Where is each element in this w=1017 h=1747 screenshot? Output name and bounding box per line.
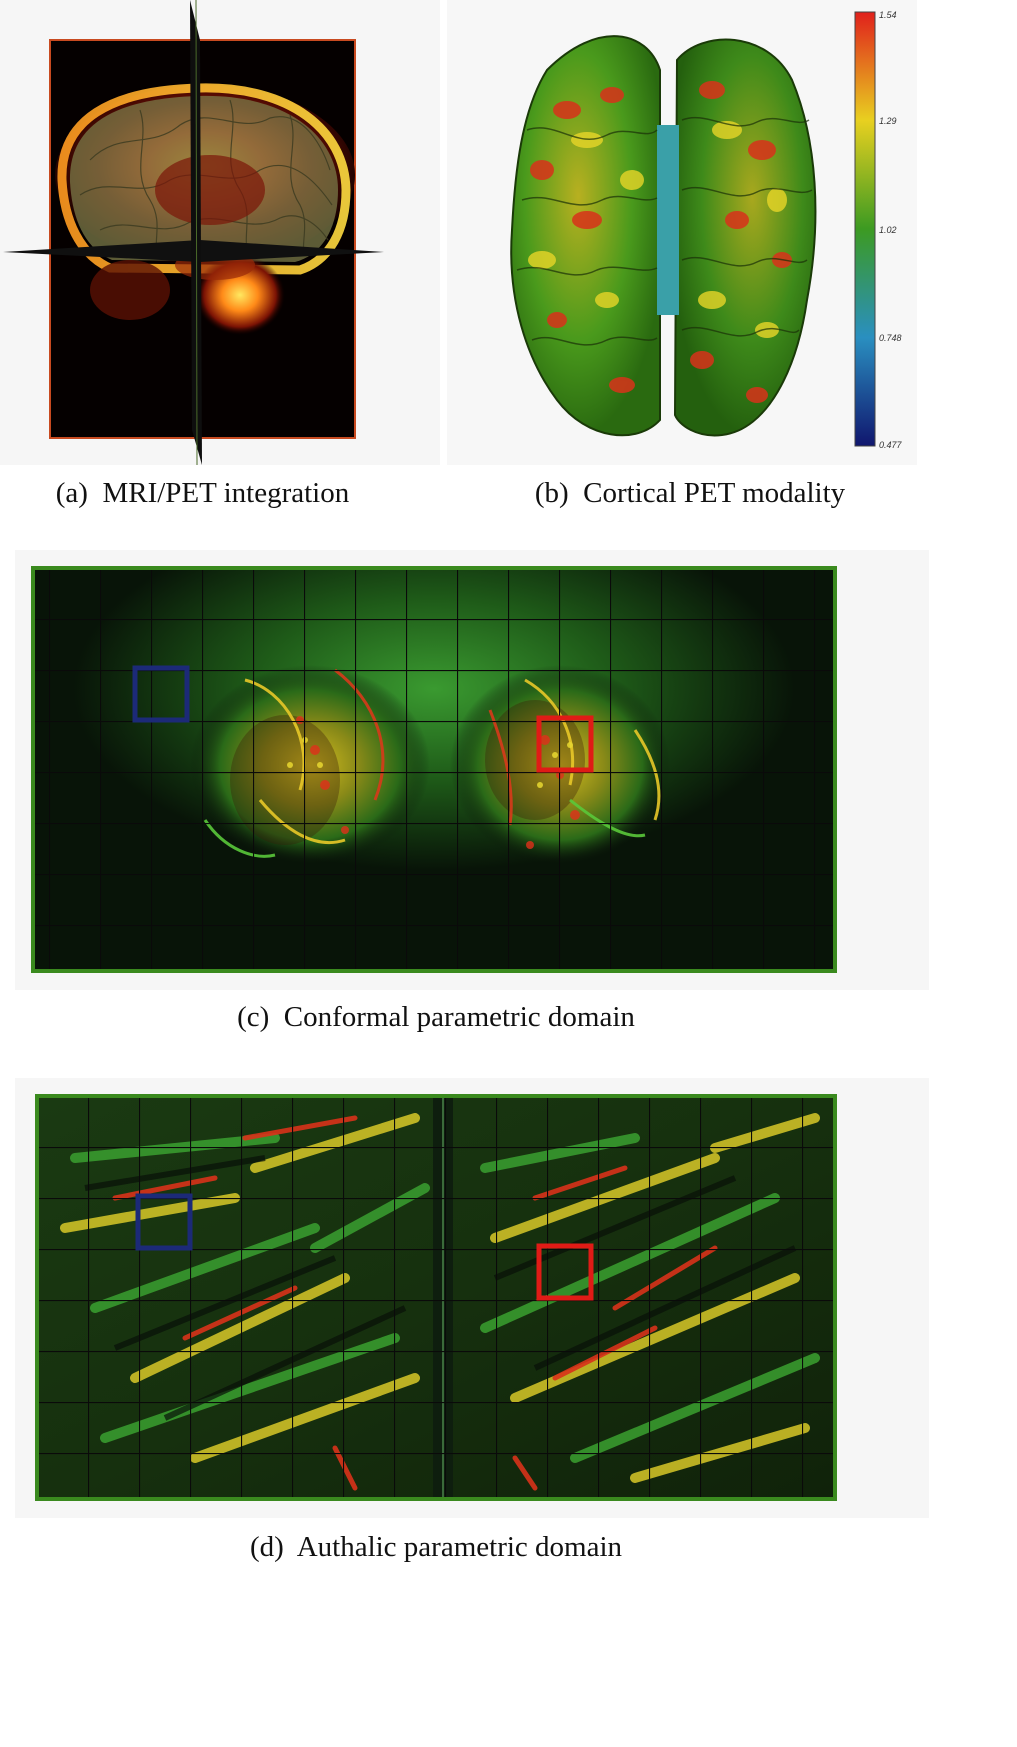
colorbar-tick-3: 1.02	[879, 225, 897, 235]
caption-panel-d: (d) Authalic parametric domain	[249, 1531, 623, 1563]
caption-panel-b: (b) Cortical PET modality	[534, 477, 846, 509]
highlight-box-red	[536, 1243, 594, 1301]
mri-pet-volume-image	[0, 0, 440, 465]
colorbar-tick-min: 0.477	[879, 440, 903, 450]
caption-panel-a: (a) MRI/PET integration	[55, 477, 350, 509]
colorbar-tick-max: 1.54	[879, 10, 897, 20]
panel-a-mri-pet-integration	[0, 0, 440, 465]
panel-d-authalic-parametric-domain	[15, 1078, 929, 1518]
caption-panel-c: (c) Conformal parametric domain	[237, 1001, 635, 1033]
colorbar-tick-2: 1.29	[879, 116, 897, 126]
highlight-box-blue	[135, 1193, 193, 1251]
panel-c-conformal-parametric-domain	[15, 550, 929, 990]
highlight-box-red	[536, 715, 594, 773]
highlight-box-blue	[132, 665, 190, 723]
authalic-map-image	[15, 1078, 929, 1518]
conformal-map-image	[15, 550, 929, 990]
cortical-surface-image: 1.54 1.29 1.02 0.748 0.477	[447, 0, 917, 465]
colorbar-tick-4: 0.748	[879, 333, 902, 343]
panel-b-cortical-pet-modality: 1.54 1.29 1.02 0.748 0.477	[447, 0, 917, 465]
colorbar	[854, 11, 876, 447]
